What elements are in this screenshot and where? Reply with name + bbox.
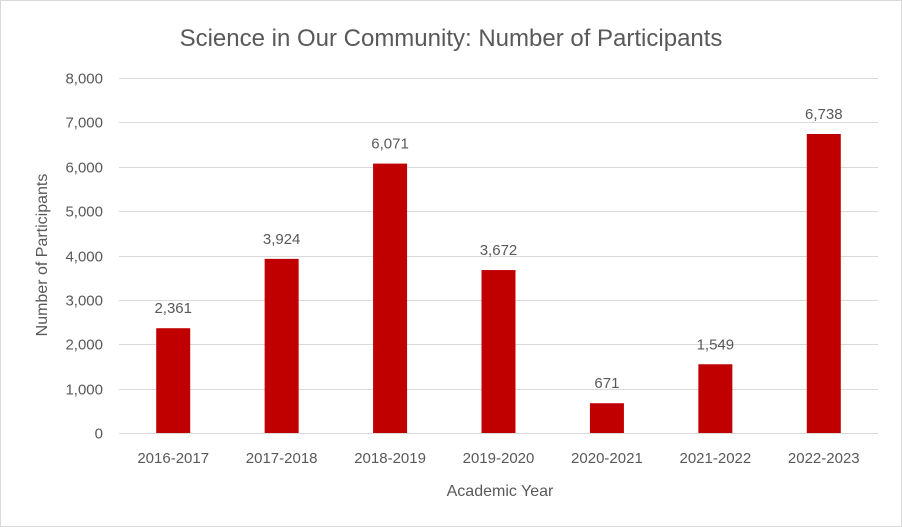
x-tick-label: 2017-2018 — [246, 450, 318, 467]
data-label: 3,924 — [263, 231, 301, 248]
x-axis-label: Academic Year — [447, 483, 554, 500]
data-label: 2,361 — [154, 300, 192, 317]
y-axis-ticks: 0 1,000 2,000 3,000 4,000 5,000 6,000 7,000 8,00… — [65, 71, 103, 443]
data-labels: 2,361 3,924 6,071 3,672 671 1,549 6,738 — [154, 106, 842, 392]
bar — [481, 270, 516, 433]
x-tick-label: 2022-2023 — [788, 450, 860, 467]
x-axis-ticks: 2016-2017 2017-2018 2018-2019 2019-2020 2020… — [137, 450, 859, 467]
y-tick-label: 3,000 — [65, 293, 103, 310]
bars — [156, 134, 841, 434]
y-tick-label: 5,000 — [65, 204, 103, 221]
bar — [156, 328, 191, 433]
data-label: 6,738 — [805, 106, 843, 123]
y-axis-label: Number of Participants — [34, 174, 51, 337]
y-tick-label: 8,000 — [65, 71, 103, 88]
x-tick-label: 2016-2017 — [137, 450, 209, 467]
chart-title: Science in Our Community: Number of Part… — [180, 25, 723, 52]
x-tick-label: 2020-2021 — [571, 450, 643, 467]
data-label: 6,071 — [371, 136, 409, 153]
bar — [373, 163, 408, 434]
x-tick-label: 2021-2022 — [679, 450, 751, 467]
y-tick-label: 7,000 — [65, 115, 103, 132]
y-tick-label: 0 — [95, 426, 103, 443]
y-tick-label: 6,000 — [65, 160, 103, 177]
gridlines — [119, 78, 878, 434]
bar — [698, 364, 733, 433]
bar — [806, 134, 841, 433]
bar — [264, 258, 299, 433]
data-label: 671 — [594, 375, 619, 392]
x-tick-label: 2018-2019 — [354, 450, 426, 467]
y-tick-label: 1,000 — [65, 382, 103, 399]
x-tick-label: 2019-2020 — [463, 450, 535, 467]
y-tick-label: 2,000 — [65, 337, 103, 354]
data-label: 1,549 — [697, 336, 735, 353]
bar — [589, 403, 624, 433]
data-label: 3,672 — [480, 242, 518, 259]
y-tick-label: 4,000 — [65, 249, 103, 266]
